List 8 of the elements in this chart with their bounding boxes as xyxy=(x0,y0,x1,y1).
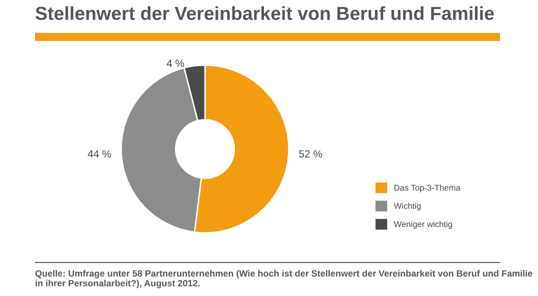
data-label: 52 % xyxy=(299,150,322,158)
legend-label: Weniger wichtig xyxy=(394,220,452,229)
data-label: 44 % xyxy=(88,150,111,158)
data-label: 4 % xyxy=(166,60,184,67)
chart-title: Stellenwert der Vereinbarkeit von Beruf und Familie xyxy=(36,6,494,20)
source-note: Quelle: Umfrage unter 58 Partnerunternehmen (Wie hoch ist der Stellenwert der Vereinbarkeit von Beruf und Familie in ihrer Personalarbeit?), August 2012. xyxy=(35,270,532,288)
legend-label: Das Top-3-Thema xyxy=(394,184,460,192)
legend-label: Wichtig xyxy=(394,202,421,211)
